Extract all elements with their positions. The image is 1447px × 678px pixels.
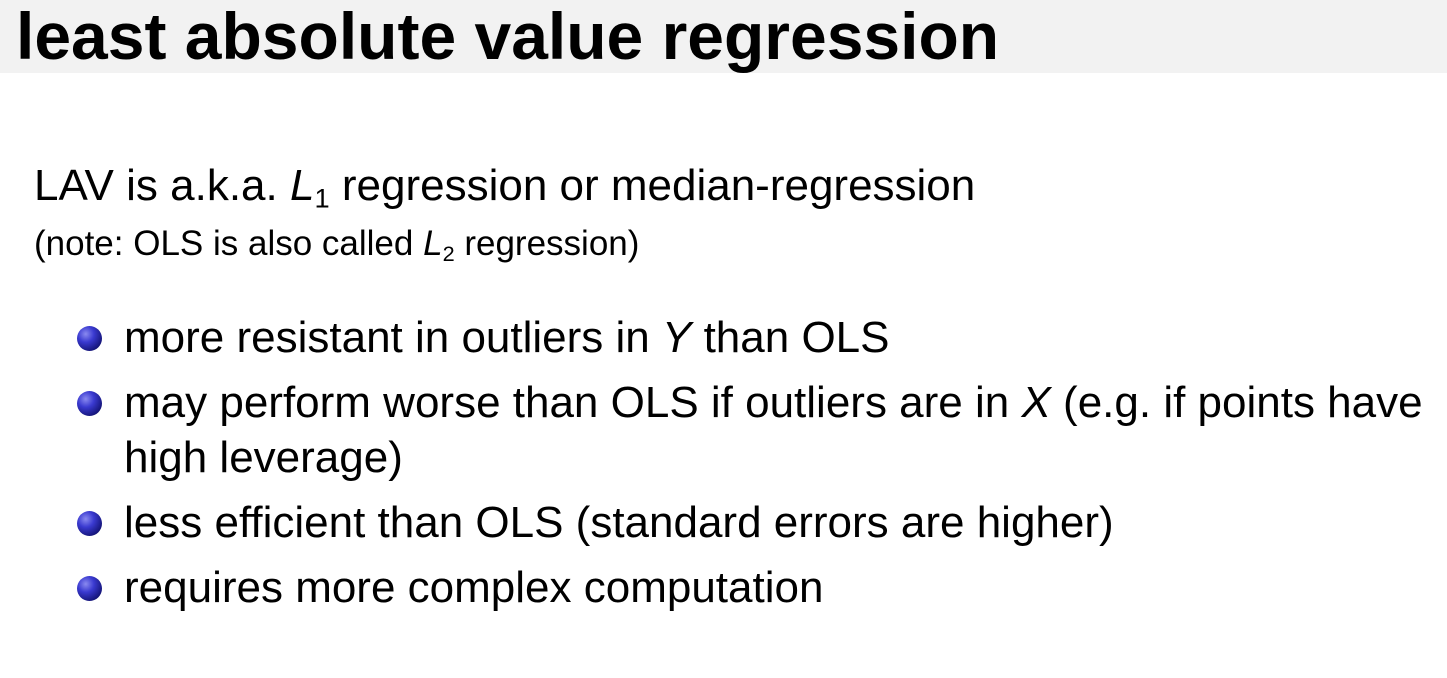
intro-subscript: 1	[314, 182, 330, 214]
bullet-text: requires more complex computation	[124, 563, 824, 612]
bullet-item: requires more complex computation	[77, 560, 1424, 615]
bullet-text-post: than OLS	[691, 313, 890, 362]
ball-bullet-icon	[77, 391, 102, 416]
intro-line: LAV is a.k.a. L1 regression or median-re…	[34, 160, 975, 212]
intro-pre: LAV is a.k.a.	[34, 161, 290, 210]
bullet-text-pre: may perform worse than OLS if outliers a…	[124, 378, 1022, 427]
bullet-text: less efficient than OLS (standard errors…	[124, 498, 1114, 547]
note-pre: (note: OLS is also called	[34, 224, 424, 263]
bullet-item: more resistant in outliers in Y than OLS	[77, 310, 1424, 365]
intro-symbol: L	[289, 161, 315, 210]
title-bar: least absolute value regression	[0, 0, 1447, 73]
note-post: regression)	[454, 224, 640, 263]
intro-post: regression or median-regression	[329, 161, 976, 210]
bullet-variable: X	[1021, 378, 1051, 427]
note-symbol: L	[423, 224, 443, 263]
bullet-text-post: (e.g. if points have high leverage)	[124, 378, 1423, 482]
ball-bullet-icon	[77, 326, 102, 351]
note-subscript: 2	[442, 241, 455, 267]
note-line: (note: OLS is also called L2 regression)	[34, 223, 639, 265]
ball-bullet-icon	[77, 576, 102, 601]
bullet-text-pre: more resistant in outliers in	[124, 313, 662, 362]
bullet-item: may perform worse than OLS if outliers a…	[77, 375, 1424, 485]
ball-bullet-icon	[77, 511, 102, 536]
slide-title: least absolute value regression	[16, 0, 1000, 73]
bullet-item: less efficient than OLS (standard errors…	[77, 495, 1424, 550]
bullet-variable: Y	[662, 313, 692, 362]
